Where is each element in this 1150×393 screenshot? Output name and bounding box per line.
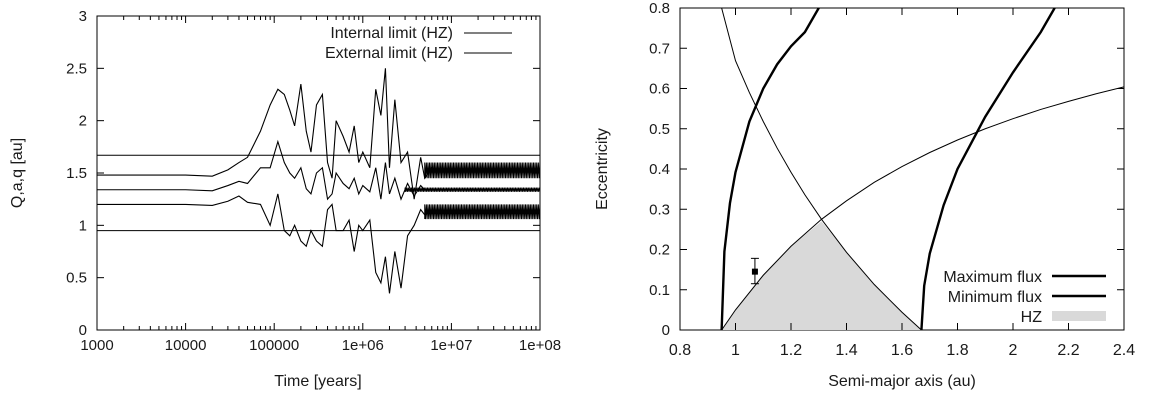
x-tick-label: 2 [1009, 342, 1018, 359]
y-axis-label: Eccentricity [594, 128, 611, 210]
x-tick-label: 0.8 [669, 342, 691, 359]
legend: Internal limit (HZ) External limit (HZ) [325, 25, 512, 62]
y-tick-label: 2.5 [66, 60, 87, 77]
x-tick-label: 1e+08 [519, 337, 561, 354]
legend-label: Maximum flux [943, 269, 1042, 286]
y-tick-label: 1.5 [66, 165, 87, 182]
y-tick-label: 0 [662, 322, 670, 339]
x-tick-label: 1.2 [780, 342, 802, 359]
x-tick-label: 2.2 [1057, 342, 1079, 359]
x-tick-label: 1e+07 [430, 337, 472, 354]
hz-region [721, 221, 922, 330]
x-axis-label: Time [years] [274, 373, 361, 390]
y-tick-label: 0.2 [649, 242, 670, 259]
ticks: 1000 10000 100000 1e+06 1e+07 1e+08 0 0.5 1 1.5 2 2… [66, 8, 561, 354]
series-line-Q [97, 68, 540, 200]
legend-swatch [1052, 311, 1106, 321]
curve-thin-rising [721, 86, 1124, 330]
y-tick-label: 0.5 [66, 270, 87, 287]
ticks: 0.8 1 1.2 1.4 1.6 1.8 2 2.2 2.4 0 0.1 0.2 0.3 0.4 0.5 0… [649, 0, 1135, 359]
y-tick-label: 0.3 [649, 201, 670, 218]
chart-eccentricity: 0.8 1 1.2 1.4 1.6 1.8 2 2.2 2.4 0 0.1 0.2 0.3 0.4 0.5 0… [594, 0, 1135, 390]
y-tick-label: 0.5 [649, 121, 670, 138]
curve-maximum-flux [720, 8, 820, 330]
x-tick-label: 1 [731, 342, 740, 359]
x-tick-label: 100000 [249, 337, 299, 354]
y-tick-label: 0.4 [649, 161, 670, 178]
plot-frame [679, 7, 1125, 331]
legend-label: Minimum flux [948, 289, 1042, 306]
plot-content [97, 68, 541, 294]
y-tick-label: 0.8 [649, 0, 670, 17]
legend-label: External limit (HZ) [325, 45, 453, 62]
legend-label: Internal limit (HZ) [330, 25, 453, 42]
legend: Maximum flux Minimum flux HZ [943, 269, 1106, 326]
plot-content [720, 8, 1124, 330]
y-tick-label: 1 [79, 217, 87, 234]
y-tick-label: 3 [79, 8, 87, 25]
curves [720, 8, 1124, 330]
curve-thin-falling [721, 8, 922, 330]
x-tick-label: 1.4 [835, 342, 857, 359]
x-tick-label: 1.6 [891, 342, 913, 359]
y-tick-label: 2 [79, 113, 87, 130]
y-axis-label: Q,a,q [au] [9, 138, 26, 208]
y-tick-label: 0 [79, 322, 87, 339]
curve-minimum-flux [920, 8, 1056, 330]
x-axis-label: Semi-major axis (au) [828, 373, 976, 390]
x-tick-label: 2.4 [1113, 342, 1135, 359]
series-line-q [97, 193, 540, 294]
y-tick-label: 0.6 [649, 81, 670, 98]
y-tick-label: 0.7 [649, 40, 670, 57]
legend-label: HZ [1021, 309, 1043, 326]
chart-time-evolution: 1000 10000 100000 1e+06 1e+07 1e+08 0 0.5 1 1.5 2 2… [9, 8, 561, 390]
series-line-a [97, 139, 540, 201]
data-point [751, 268, 758, 275]
x-tick-label: 1.8 [946, 342, 968, 359]
y-tick-label: 0.1 [649, 282, 670, 299]
x-tick-label: 10000 [165, 337, 207, 354]
x-tick-label: 1e+06 [342, 337, 384, 354]
x-tick-label: 1000 [80, 337, 113, 354]
